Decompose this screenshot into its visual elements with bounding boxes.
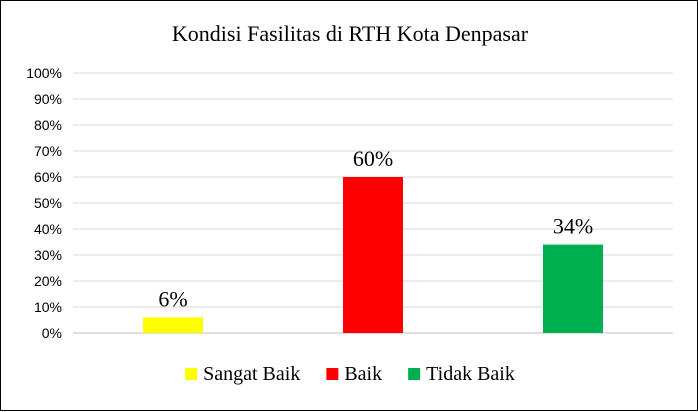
legend-item-sangat-baik: Sangat Baik [185, 363, 300, 385]
y-tick-label: 20% [34, 273, 62, 289]
y-tick-label: 80% [34, 117, 62, 133]
data-labels: 6% 60% 34% [158, 146, 593, 311]
y-tick-label: 0% [42, 325, 62, 341]
y-tick-label: 100% [26, 65, 62, 81]
y-tick-label: 10% [34, 299, 62, 315]
legend-item-baik: Baik [326, 363, 382, 385]
bar-baik [343, 177, 403, 333]
y-tick-label: 60% [34, 169, 62, 185]
legend-label: Baik [344, 363, 382, 385]
y-tick-label: 70% [34, 143, 62, 159]
data-label: 60% [353, 146, 393, 171]
y-axis-ticks: 0% 10% 20% 30% 40% 50% 60% 70% 80% 90% 100% [26, 65, 62, 341]
legend-swatch [185, 368, 198, 380]
legend: Sangat Baik Baik Tidak Baik [185, 363, 515, 385]
data-label: 6% [158, 286, 187, 311]
legend-label: Tidak Baik [426, 363, 515, 385]
y-tick-label: 50% [34, 195, 62, 211]
y-tick-label: 90% [34, 91, 62, 107]
legend-item-tidak-baik: Tidak Baik [408, 363, 515, 385]
y-tick-label: 40% [34, 221, 62, 237]
legend-swatch [408, 368, 421, 380]
legend-swatch [326, 368, 339, 380]
bar-tidak-baik [543, 244, 603, 333]
legend-label: Sangat Baik [203, 363, 300, 385]
bar-sangat-baik [143, 317, 203, 333]
bars [143, 177, 603, 333]
chart-title: Kondisi Fasilitas di RTH Kota Denpasar [172, 21, 529, 46]
data-label: 34% [553, 214, 593, 239]
y-tick-label: 30% [34, 247, 62, 263]
